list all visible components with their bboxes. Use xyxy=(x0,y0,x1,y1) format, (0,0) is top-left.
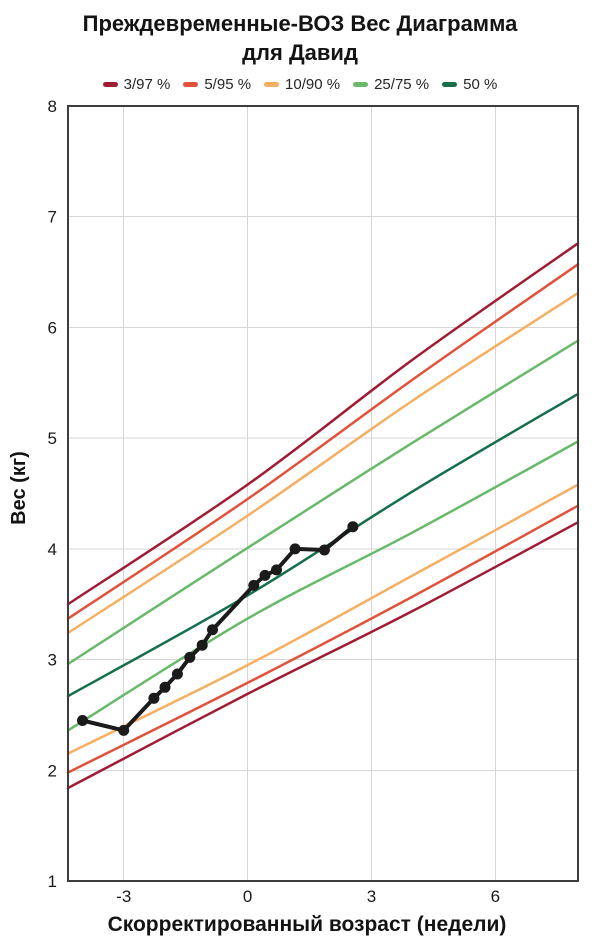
x-tick-label: 3 xyxy=(367,887,376,906)
patient-data-point xyxy=(347,521,359,533)
patient-data-point xyxy=(289,543,301,555)
legend-item: 50 % xyxy=(442,76,497,93)
legend-label: 3/97 % xyxy=(123,75,171,93)
legend-label: 5/95 % xyxy=(204,75,252,93)
percentile-curve-5 xyxy=(66,504,580,774)
patient-data-point xyxy=(207,624,218,636)
plot-frame xyxy=(67,105,579,882)
legend-swatch-icon xyxy=(264,81,280,87)
y-tick-label: 7 xyxy=(48,208,57,227)
gridlines xyxy=(68,106,578,881)
percentile-curve-90 xyxy=(66,291,580,635)
chart-title: Преждевременные-ВОЗ Вес Диаграмма для Да… xyxy=(0,9,600,67)
y-tick-label: 2 xyxy=(48,761,57,780)
legend-item: 5/95 % xyxy=(183,76,251,93)
patient-data-point xyxy=(271,564,282,576)
x-tick-label: 6 xyxy=(491,887,500,906)
patient-data-point xyxy=(259,569,271,581)
patient-data-point xyxy=(148,692,160,704)
legend-item: 3/97 % xyxy=(102,75,171,93)
percentile-curve-25 xyxy=(66,440,580,732)
x-axis-label: Скорректированный возраст (недели) xyxy=(108,913,507,936)
percentile-legend: 3/97 % 5/95 % 10/90 % 25/75 % 50 % xyxy=(0,75,600,93)
patient-data-point xyxy=(118,724,130,736)
axis-tick-labels: 1 2 3 4 5 6 7 8 -3 0 3 6 xyxy=(48,97,501,906)
patient-data-point xyxy=(171,668,183,680)
chart-title-line1: Преждевременные-ВОЗ Вес Диаграмма xyxy=(82,11,518,36)
percentile-curve-3 xyxy=(66,521,580,790)
patient-data-point xyxy=(196,639,208,651)
legend-label: 10/90 % xyxy=(285,75,341,93)
y-tick-label: 6 xyxy=(48,318,57,337)
chart-title-line2: для Давид xyxy=(242,40,358,65)
y-tick-label: 5 xyxy=(48,429,57,448)
percentile-curve-97 xyxy=(66,242,580,606)
legend-label: 25/75 % xyxy=(374,75,430,93)
y-tick-label: 3 xyxy=(48,651,57,670)
percentile-curve-75 xyxy=(66,339,580,666)
patient-data-point xyxy=(77,715,88,726)
percentile-curve-10 xyxy=(66,483,580,755)
x-tick-label: -3 xyxy=(116,887,131,906)
patient-data-point xyxy=(159,681,171,693)
legend-item: 25/75 % xyxy=(353,76,429,93)
legend-swatch-icon xyxy=(183,81,199,87)
y-tick-label: 4 xyxy=(48,540,57,559)
legend-swatch-icon xyxy=(442,81,458,87)
percentile-curve-95 xyxy=(66,263,580,620)
patient-data-point xyxy=(318,544,330,556)
legend-swatch-icon xyxy=(353,81,369,87)
y-tick-label: 8 xyxy=(48,97,57,116)
patient-series xyxy=(77,521,359,736)
legend-label: 50 % xyxy=(463,75,498,93)
patient-data-point xyxy=(184,651,196,663)
x-tick-label: 0 xyxy=(243,887,252,906)
y-axis-label: Вес (кг) xyxy=(8,451,30,525)
legend-swatch-icon xyxy=(102,81,118,87)
legend-item: 10/90 % xyxy=(264,76,340,93)
y-tick-label: 1 xyxy=(48,872,57,891)
patient-data-point xyxy=(248,579,260,591)
